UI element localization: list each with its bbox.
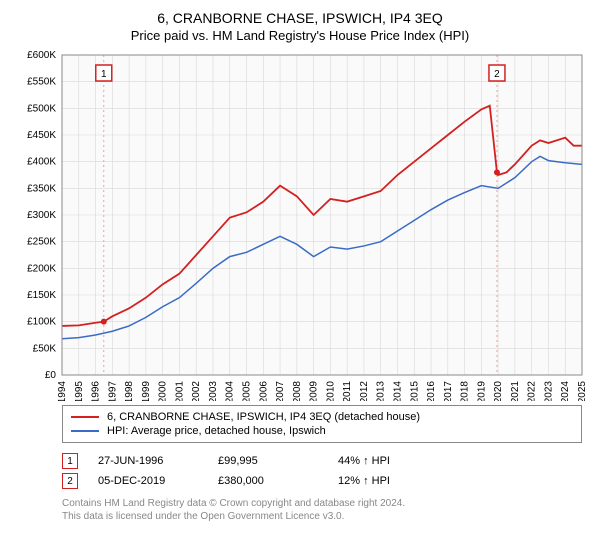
- svg-text:2013: 2013: [376, 381, 387, 401]
- svg-text:2022: 2022: [527, 381, 538, 401]
- svg-text:2009: 2009: [309, 381, 320, 401]
- svg-text:2003: 2003: [208, 381, 219, 401]
- sale-date: 27-JUN-1996: [98, 455, 198, 467]
- chart-svg: £0 £50K £100K £150K £200K £250K £300K £350K £400…: [10, 51, 590, 401]
- svg-text:2005: 2005: [242, 381, 253, 401]
- svg-text:£200K: £200K: [27, 263, 56, 274]
- svg-text:2024: 2024: [560, 381, 571, 401]
- svg-text:£600K: £600K: [27, 51, 56, 61]
- svg-text:2002: 2002: [191, 381, 202, 401]
- footer-line: This data is licensed under the Open Gov…: [62, 510, 590, 523]
- legend-label: 6, CRANBORNE CHASE, IPSWICH, IP4 3EQ (de…: [107, 411, 420, 423]
- sale-row: 1 27-JUN-1996 £99,995 44% ↑ HPI: [62, 451, 582, 471]
- attribution-footer: Contains HM Land Registry data © Crown c…: [62, 497, 590, 523]
- svg-text:1: 1: [101, 69, 107, 80]
- svg-text:1997: 1997: [107, 381, 118, 401]
- chart-title: 6, CRANBORNE CHASE, IPSWICH, IP4 3EQ: [10, 10, 590, 26]
- svg-text:£100K: £100K: [27, 317, 56, 328]
- svg-text:2008: 2008: [292, 381, 303, 401]
- svg-text:2020: 2020: [493, 381, 504, 401]
- svg-text:2000: 2000: [158, 381, 169, 401]
- svg-text:£250K: £250K: [27, 237, 56, 248]
- svg-text:£450K: £450K: [27, 130, 56, 141]
- svg-text:2007: 2007: [275, 381, 286, 401]
- legend-swatch: [71, 430, 99, 432]
- sale-date: 05-DEC-2019: [98, 475, 198, 487]
- plot-area: £0 £50K £100K £150K £200K £250K £300K £350K £400…: [10, 51, 590, 401]
- svg-text:2015: 2015: [409, 381, 420, 401]
- footer-line: Contains HM Land Registry data © Crown c…: [62, 497, 590, 510]
- svg-text:2012: 2012: [359, 381, 370, 401]
- svg-text:2014: 2014: [392, 381, 403, 401]
- legend-label: HPI: Average price, detached house, Ipsw…: [107, 425, 326, 437]
- legend: 6, CRANBORNE CHASE, IPSWICH, IP4 3EQ (de…: [62, 405, 582, 443]
- svg-text:2001: 2001: [174, 381, 185, 401]
- sale-row: 2 05-DEC-2019 £380,000 12% ↑ HPI: [62, 471, 582, 491]
- svg-text:£500K: £500K: [27, 103, 56, 114]
- svg-text:2011: 2011: [342, 381, 353, 401]
- svg-text:1996: 1996: [91, 381, 102, 401]
- svg-text:1998: 1998: [124, 381, 135, 401]
- chart-container: 6, CRANBORNE CHASE, IPSWICH, IP4 3EQ Pri…: [0, 0, 600, 527]
- sale-delta: 44% ↑ HPI: [338, 455, 438, 467]
- sale-price: £380,000: [218, 475, 318, 487]
- svg-text:£0: £0: [45, 370, 57, 381]
- svg-text:£400K: £400K: [27, 157, 56, 168]
- svg-text:2025: 2025: [577, 381, 588, 401]
- legend-item: HPI: Average price, detached house, Ipsw…: [71, 424, 573, 438]
- sale-marker-icon: 2: [62, 473, 78, 489]
- legend-swatch: [71, 416, 99, 418]
- chart-subtitle: Price paid vs. HM Land Registry's House …: [10, 28, 590, 43]
- svg-text:2004: 2004: [225, 381, 236, 401]
- svg-text:2010: 2010: [325, 381, 336, 401]
- svg-text:£50K: £50K: [33, 343, 57, 354]
- sale-delta: 12% ↑ HPI: [338, 475, 438, 487]
- svg-text:1995: 1995: [74, 381, 85, 401]
- svg-text:2019: 2019: [476, 381, 487, 401]
- sale-marker-icon: 1: [62, 453, 78, 469]
- svg-text:2023: 2023: [543, 381, 554, 401]
- svg-text:1994: 1994: [57, 381, 68, 401]
- svg-text:2006: 2006: [258, 381, 269, 401]
- svg-text:2: 2: [494, 69, 500, 80]
- sale-price: £99,995: [218, 455, 318, 467]
- svg-text:2016: 2016: [426, 381, 437, 401]
- svg-text:£150K: £150K: [27, 290, 56, 301]
- svg-text:1999: 1999: [141, 381, 152, 401]
- svg-text:£550K: £550K: [27, 77, 56, 88]
- svg-text:£350K: £350K: [27, 183, 56, 194]
- svg-text:£300K: £300K: [27, 210, 56, 221]
- svg-text:2017: 2017: [443, 381, 454, 401]
- sales-table: 1 27-JUN-1996 £99,995 44% ↑ HPI 2 05-DEC-2019…: [62, 451, 582, 491]
- svg-text:2021: 2021: [510, 381, 521, 401]
- svg-text:2018: 2018: [460, 381, 471, 401]
- legend-item: 6, CRANBORNE CHASE, IPSWICH, IP4 3EQ (de…: [71, 410, 573, 424]
